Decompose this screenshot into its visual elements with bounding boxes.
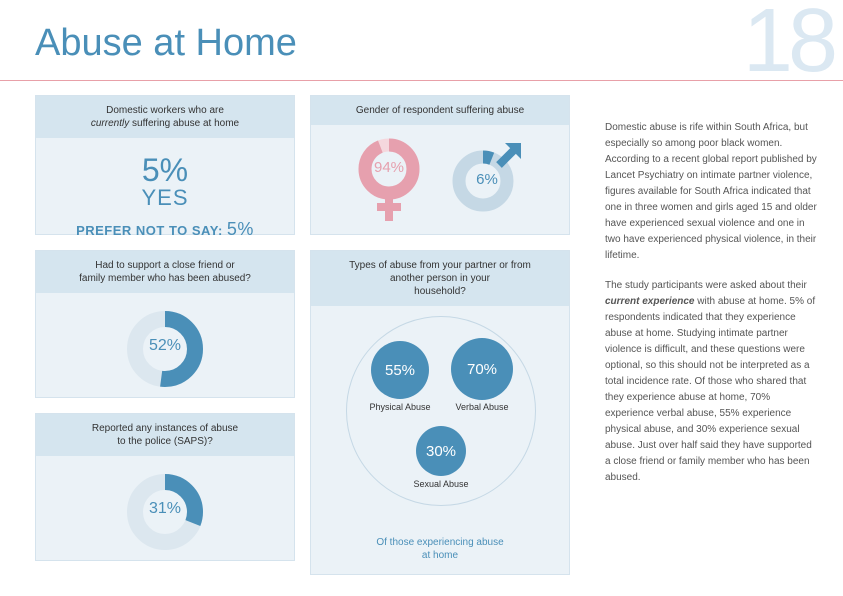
card-support: Had to support a close friend or family … bbox=[35, 250, 295, 398]
hdr-em: currently bbox=[91, 118, 129, 129]
card-header: Had to support a close friend or family … bbox=[36, 251, 294, 293]
donut-pct: 31% bbox=[36, 500, 294, 518]
donut-support: 52% bbox=[36, 293, 294, 396]
hdr-line: Reported any instances of abuse bbox=[92, 423, 238, 434]
female-pct: 94% bbox=[357, 159, 421, 176]
label-verbal: Verbal Abuse bbox=[447, 402, 517, 412]
types-footer: Of those experiencing abuse at home bbox=[311, 536, 569, 562]
female-icon bbox=[357, 137, 421, 225]
footer-line: at home bbox=[422, 550, 458, 561]
card-gender: Gender of respondent suffering abuse 94% bbox=[310, 95, 570, 235]
hdr-line: Domestic workers who are bbox=[106, 105, 224, 116]
stat-yes: YES bbox=[36, 185, 294, 211]
paragraph: The study participants were asked about … bbox=[605, 278, 820, 486]
card-header: Domestic workers who are currently suffe… bbox=[36, 96, 294, 138]
prefer-label: PREFER NOT TO SAY: bbox=[76, 223, 223, 238]
donut-pct: 52% bbox=[36, 337, 294, 355]
bubble-verbal: 70% bbox=[451, 338, 513, 400]
hdr-line: Had to support a close friend or bbox=[95, 260, 235, 271]
male-donut: 6% bbox=[451, 137, 523, 230]
bubble-sexual: 30% bbox=[416, 426, 466, 476]
female-donut: 94% bbox=[357, 137, 421, 230]
hdr-line: Types of abuse from your partner or from bbox=[349, 260, 531, 271]
card-reported: Reported any instances of abuse to the p… bbox=[35, 413, 295, 561]
text: with abuse at home. 5% of respondents in… bbox=[605, 296, 815, 483]
card-types: Types of abuse from your partner or from… bbox=[310, 250, 570, 575]
body-text: Domestic abuse is rife within South Afri… bbox=[605, 120, 820, 500]
hdr-line: another person in your bbox=[390, 273, 490, 284]
stat-percent: 5% bbox=[36, 152, 294, 189]
hdr-line: family member who has been abused? bbox=[79, 273, 251, 284]
footer-line: Of those experiencing abuse bbox=[376, 537, 503, 548]
male-pct: 6% bbox=[451, 171, 523, 188]
card-header: Types of abuse from your partner or from… bbox=[311, 251, 569, 306]
prefer-not-say: PREFER NOT TO SAY: 5% bbox=[36, 219, 294, 240]
bubble-physical: 55% bbox=[371, 341, 429, 399]
big-stat: 5% YES PREFER NOT TO SAY: 5% bbox=[36, 152, 294, 240]
hdr-line: household? bbox=[414, 286, 466, 297]
label-sexual: Sexual Abuse bbox=[406, 479, 476, 489]
types-bubbles: 55% Physical Abuse 70% Verbal Abuse 30% … bbox=[311, 306, 569, 566]
title-divider bbox=[0, 80, 843, 81]
donut-reported: 31% bbox=[36, 456, 294, 559]
paragraph: Domestic abuse is rife within South Afri… bbox=[605, 120, 820, 264]
card-header: Gender of respondent suffering abuse bbox=[311, 96, 569, 125]
page-title: Abuse at Home bbox=[35, 22, 297, 65]
hdr-line: to the police (SAPS)? bbox=[117, 436, 213, 447]
text-em: current experience bbox=[605, 296, 695, 307]
text: The study participants were asked about … bbox=[605, 280, 807, 291]
hdr-line: suffering abuse at home bbox=[129, 118, 239, 129]
label-physical: Physical Abuse bbox=[365, 402, 435, 412]
prefer-value: 5% bbox=[227, 219, 254, 239]
card-current-abuse: Domestic workers who are currently suffe… bbox=[35, 95, 295, 235]
card-header: Reported any instances of abuse to the p… bbox=[36, 414, 294, 456]
gender-charts: 94% 6% bbox=[311, 125, 569, 230]
